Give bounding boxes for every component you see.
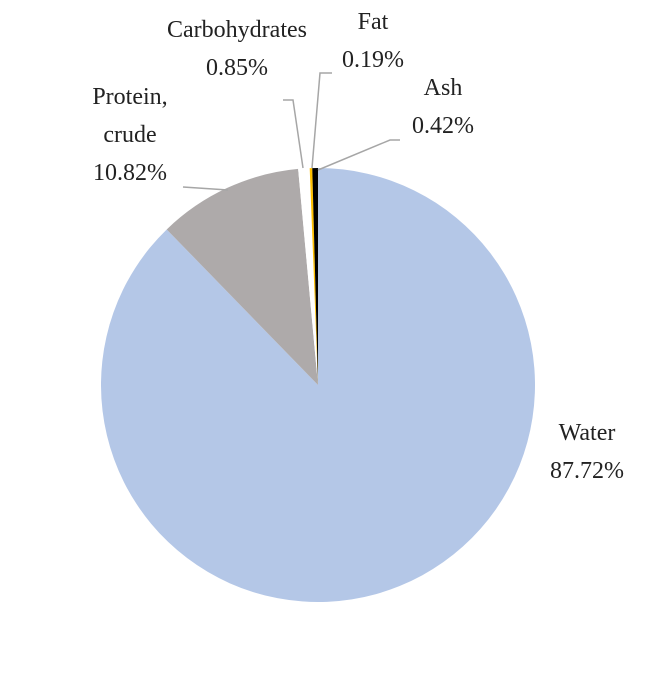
category-name: Carbohydrates	[167, 17, 307, 43]
leader-lines	[182, 72, 400, 191]
pie-slice	[166, 168, 318, 385]
category-name: Protein, crude	[92, 84, 168, 148]
slice-label: Fat 0.19%	[323, 3, 423, 79]
leader-line	[182, 186, 229, 191]
pie-slice	[312, 168, 318, 385]
value-label: 87.72%	[550, 458, 624, 484]
slice-label: Water 87.72%	[517, 414, 657, 490]
slice-label: Carbohydrates 0.85%	[127, 11, 347, 87]
leader-line	[283, 99, 304, 169]
slice-label: Ash 0.42%	[393, 69, 493, 145]
slices	[101, 168, 536, 602]
pie-slice	[309, 168, 318, 385]
slice-label: Protein, crude 10.82%	[70, 78, 190, 192]
value-label: 10.82%	[93, 160, 167, 186]
category-name: Water	[558, 420, 616, 446]
value-label: 0.42%	[412, 113, 474, 139]
leader-line	[317, 139, 400, 171]
category-name: Ash	[423, 75, 463, 101]
pie-slice	[298, 168, 318, 385]
value-label: 0.19%	[342, 47, 404, 73]
category-name: Fat	[357, 9, 389, 35]
leader-line	[311, 72, 332, 169]
value-label: 0.85%	[206, 55, 268, 81]
pie-slice	[101, 168, 536, 602]
